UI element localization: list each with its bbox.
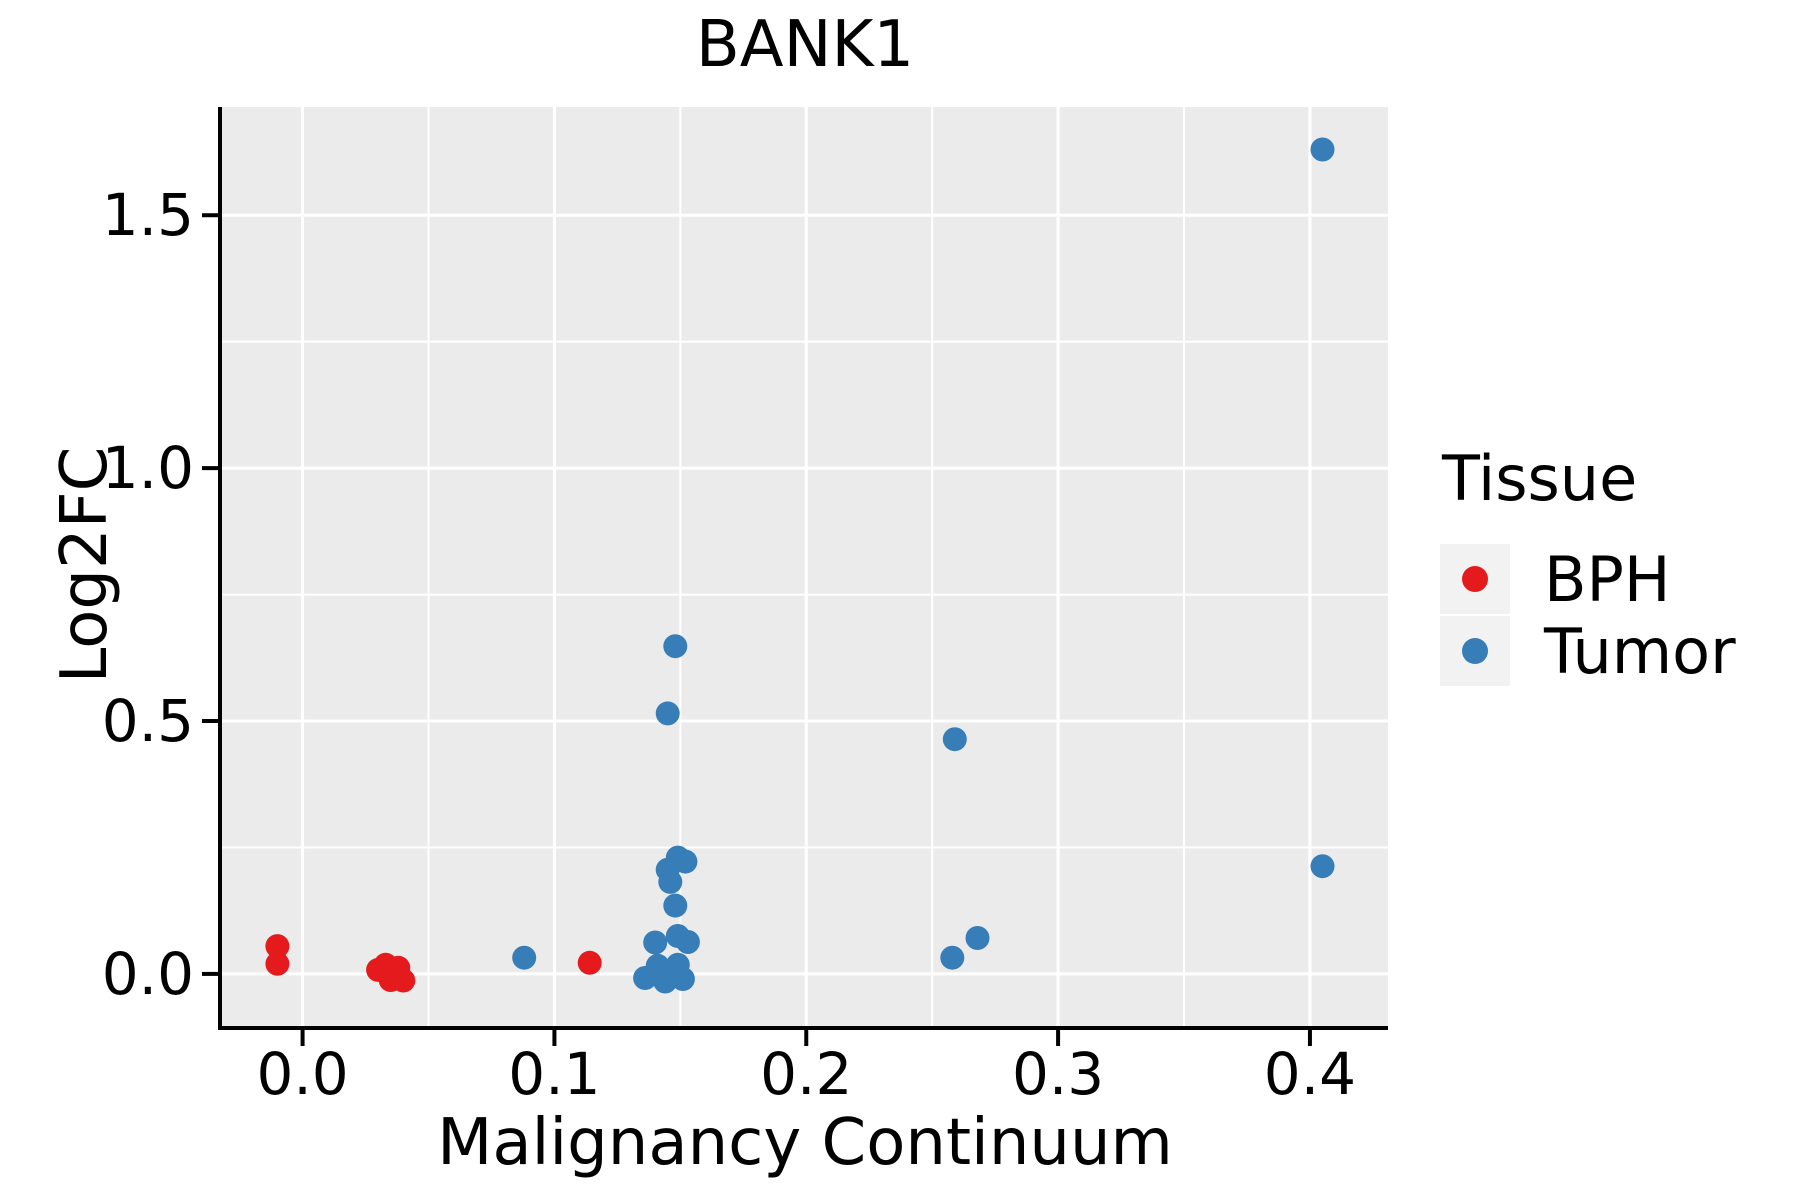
data-point-tumor xyxy=(663,893,688,918)
tumor-swatch-icon xyxy=(1462,638,1488,664)
legend-key xyxy=(1440,616,1510,686)
data-point-tumor xyxy=(658,869,683,894)
data-point-tumor xyxy=(512,945,537,970)
x-tick-label: 0.3 xyxy=(1012,1040,1104,1108)
data-point-tumor xyxy=(940,945,965,970)
data-point-tumor xyxy=(660,960,685,985)
legend: Tissue BPH Tumor xyxy=(1440,442,1736,688)
data-point-tumor xyxy=(1310,137,1335,162)
y-tick-label: 1.5 xyxy=(102,181,194,249)
data-point-tumor xyxy=(675,930,700,954)
data-point-tumor xyxy=(965,926,990,950)
data-point-bph xyxy=(265,951,290,976)
data-point-tumor xyxy=(663,634,688,659)
legend-label: Tumor xyxy=(1544,614,1736,688)
data-point-bph xyxy=(391,968,416,993)
y-tick-label: 1.0 xyxy=(102,434,194,502)
legend-title: Tissue xyxy=(1442,442,1638,515)
data-point-tumor xyxy=(1310,854,1335,879)
y-axis-label: Log2FC xyxy=(48,446,122,684)
data-point-bph xyxy=(265,934,290,959)
x-axis-label: Malignancy Continuum xyxy=(437,1106,1173,1180)
bph-swatch-icon xyxy=(1462,566,1488,592)
legend-item-tumor: Tumor xyxy=(1440,614,1736,688)
x-tick-label: 0.1 xyxy=(508,1040,600,1108)
x-tick-label: 0.0 xyxy=(256,1040,348,1108)
chart-title: BANK1 xyxy=(695,8,915,82)
legend-item-bph: BPH xyxy=(1440,542,1736,616)
data-point-tumor xyxy=(633,966,658,990)
data-point-bph xyxy=(577,950,602,975)
legend-key xyxy=(1440,544,1510,614)
y-tick-label: 0.5 xyxy=(102,687,194,755)
legend-items: BPH Tumor xyxy=(1440,542,1736,688)
x-tick-label: 0.2 xyxy=(760,1040,852,1108)
legend-label: BPH xyxy=(1544,542,1671,616)
x-tick-label: 0.4 xyxy=(1264,1040,1356,1108)
y-tick-label: 0.0 xyxy=(102,940,194,1008)
data-point-tumor xyxy=(655,701,680,726)
data-point-tumor xyxy=(942,727,967,752)
data-point-tumor xyxy=(643,930,668,955)
